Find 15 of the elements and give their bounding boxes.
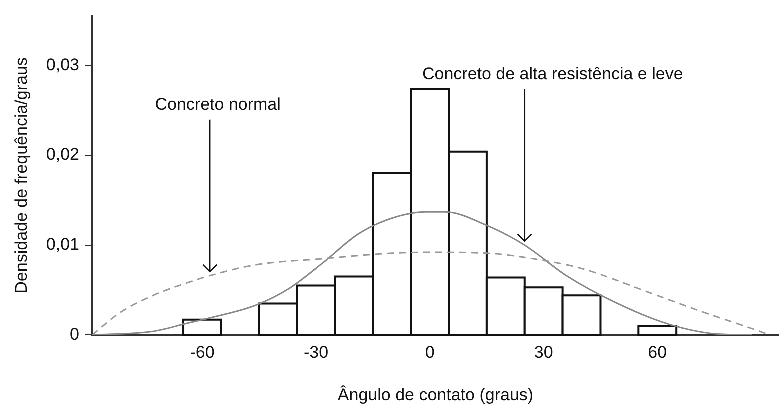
line-series [92, 252, 768, 336]
y-tick-label: 0,02 [46, 145, 80, 164]
x-tick-label: -60 [190, 343, 215, 362]
x-axis-title: Ângulo de contato (graus) [338, 385, 534, 404]
x-tick-label: 30 [534, 343, 554, 362]
y-tick-label: 0,01 [46, 235, 80, 254]
x-tick-label: 0 [425, 343, 435, 362]
text: Concreto de alta resistência e leve [422, 64, 684, 84]
y-axis-title: Densidade de frequência/graus [12, 58, 31, 294]
y-tick-label: 0 [70, 324, 80, 344]
text: Concreto normal [155, 95, 281, 114]
y-tick-label: 0,03 [46, 55, 80, 74]
x-tick-label: 60 [648, 343, 668, 362]
x-tick-label: -30 [304, 343, 329, 362]
line-series [92, 211, 754, 336]
